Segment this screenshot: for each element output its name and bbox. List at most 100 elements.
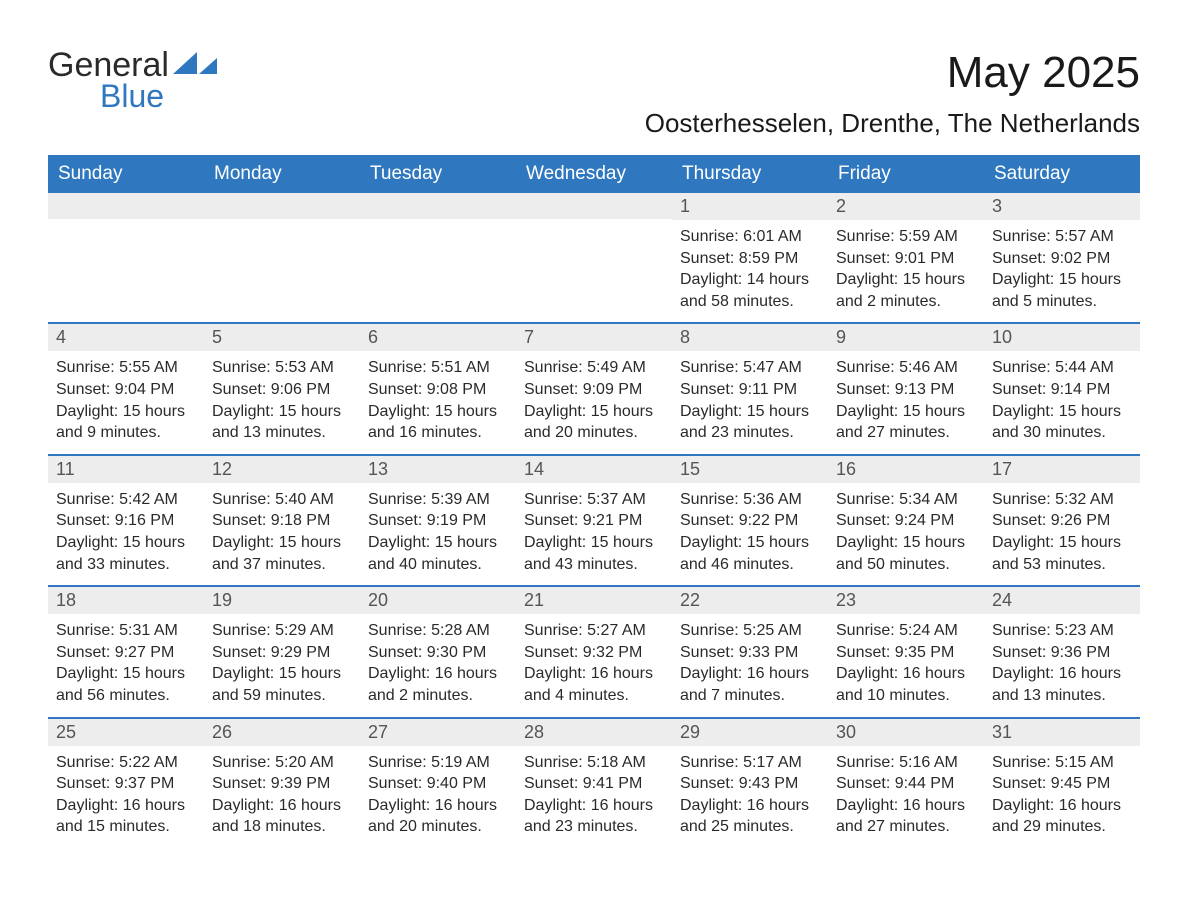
- title-block: May 2025 Oosterhesselen, Drenthe, The Ne…: [645, 48, 1140, 139]
- day-daylight1: Daylight: 16 hours: [368, 795, 508, 817]
- date-number: 2: [828, 193, 984, 220]
- calendar-week: 25Sunrise: 5:22 AMSunset: 9:37 PMDayligh…: [48, 717, 1140, 848]
- day-daylight2: and 40 minutes.: [368, 554, 508, 576]
- day-daylight1: Daylight: 15 hours: [680, 532, 820, 554]
- day-daylight1: Daylight: 15 hours: [836, 401, 976, 423]
- day-sunset: Sunset: 9:33 PM: [680, 642, 820, 664]
- calendar-day: 9Sunrise: 5:46 AMSunset: 9:13 PMDaylight…: [828, 324, 984, 453]
- day-sunset: Sunset: 9:44 PM: [836, 773, 976, 795]
- date-number: 24: [984, 587, 1140, 614]
- day-content: Sunrise: 5:57 AMSunset: 9:02 PMDaylight:…: [984, 226, 1140, 312]
- day-daylight2: and 27 minutes.: [836, 816, 976, 838]
- day-daylight1: Daylight: 15 hours: [212, 663, 352, 685]
- calendar-day: 8Sunrise: 5:47 AMSunset: 9:11 PMDaylight…: [672, 324, 828, 453]
- date-number: 17: [984, 456, 1140, 483]
- day-sunrise: Sunrise: 5:19 AM: [368, 752, 508, 774]
- day-daylight2: and 30 minutes.: [992, 422, 1132, 444]
- weekday-header: Friday: [828, 155, 984, 193]
- calendar-day: 16Sunrise: 5:34 AMSunset: 9:24 PMDayligh…: [828, 456, 984, 585]
- date-number: 13: [360, 456, 516, 483]
- calendar-day: 13Sunrise: 5:39 AMSunset: 9:19 PMDayligh…: [360, 456, 516, 585]
- day-daylight1: Daylight: 15 hours: [368, 532, 508, 554]
- day-content: Sunrise: 5:47 AMSunset: 9:11 PMDaylight:…: [672, 357, 828, 443]
- day-daylight1: Daylight: 16 hours: [56, 795, 196, 817]
- day-sunrise: Sunrise: 5:57 AM: [992, 226, 1132, 248]
- date-number: 31: [984, 719, 1140, 746]
- date-number: 5: [204, 324, 360, 351]
- day-sunset: Sunset: 9:14 PM: [992, 379, 1132, 401]
- day-content: Sunrise: 5:46 AMSunset: 9:13 PMDaylight:…: [828, 357, 984, 443]
- day-daylight1: Daylight: 15 hours: [836, 532, 976, 554]
- day-sunset: Sunset: 9:36 PM: [992, 642, 1132, 664]
- day-daylight2: and 13 minutes.: [992, 685, 1132, 707]
- calendar-day: 28Sunrise: 5:18 AMSunset: 9:41 PMDayligh…: [516, 719, 672, 848]
- day-content: Sunrise: 5:19 AMSunset: 9:40 PMDaylight:…: [360, 752, 516, 838]
- day-daylight1: Daylight: 15 hours: [992, 269, 1132, 291]
- day-content: Sunrise: 5:59 AMSunset: 9:01 PMDaylight:…: [828, 226, 984, 312]
- calendar-day: 30Sunrise: 5:16 AMSunset: 9:44 PMDayligh…: [828, 719, 984, 848]
- day-sunset: Sunset: 9:22 PM: [680, 510, 820, 532]
- day-daylight2: and 37 minutes.: [212, 554, 352, 576]
- calendar-day: 22Sunrise: 5:25 AMSunset: 9:33 PMDayligh…: [672, 587, 828, 716]
- date-number: 23: [828, 587, 984, 614]
- calendar-day: 5Sunrise: 5:53 AMSunset: 9:06 PMDaylight…: [204, 324, 360, 453]
- day-daylight1: Daylight: 15 hours: [992, 401, 1132, 423]
- date-number: [516, 193, 672, 219]
- logo-text-blue: Blue: [100, 78, 269, 115]
- calendar-day: 1Sunrise: 6:01 AMSunset: 8:59 PMDaylight…: [672, 193, 828, 322]
- day-sunrise: Sunrise: 5:32 AM: [992, 489, 1132, 511]
- day-sunrise: Sunrise: 5:29 AM: [212, 620, 352, 642]
- calendar-week: 1Sunrise: 6:01 AMSunset: 8:59 PMDaylight…: [48, 193, 1140, 322]
- weekday-header: Saturday: [984, 155, 1140, 193]
- day-daylight1: Daylight: 15 hours: [992, 532, 1132, 554]
- day-sunset: Sunset: 9:32 PM: [524, 642, 664, 664]
- day-daylight1: Daylight: 15 hours: [524, 401, 664, 423]
- day-daylight2: and 16 minutes.: [368, 422, 508, 444]
- logo-mark-icon: [173, 48, 217, 82]
- day-daylight1: Daylight: 14 hours: [680, 269, 820, 291]
- calendar-day: 19Sunrise: 5:29 AMSunset: 9:29 PMDayligh…: [204, 587, 360, 716]
- day-content: Sunrise: 5:28 AMSunset: 9:30 PMDaylight:…: [360, 620, 516, 706]
- day-daylight1: Daylight: 16 hours: [992, 663, 1132, 685]
- day-daylight1: Daylight: 16 hours: [212, 795, 352, 817]
- day-sunrise: Sunrise: 5:28 AM: [368, 620, 508, 642]
- day-sunrise: Sunrise: 5:44 AM: [992, 357, 1132, 379]
- day-daylight2: and 2 minutes.: [836, 291, 976, 313]
- day-content: Sunrise: 5:25 AMSunset: 9:33 PMDaylight:…: [672, 620, 828, 706]
- day-daylight2: and 2 minutes.: [368, 685, 508, 707]
- calendar-day: 24 Sunrise: 5:23 AMSunset: 9:36 PMDayligh…: [984, 587, 1140, 716]
- day-sunrise: Sunrise: 5:55 AM: [56, 357, 196, 379]
- date-number: 29: [672, 719, 828, 746]
- calendar-day: 3Sunrise: 5:57 AMSunset: 9:02 PMDaylight…: [984, 193, 1140, 322]
- day-sunset: Sunset: 9:18 PM: [212, 510, 352, 532]
- day-sunrise: Sunrise: 5:34 AM: [836, 489, 976, 511]
- day-sunrise: Sunrise: 5:22 AM: [56, 752, 196, 774]
- calendar-day: [48, 193, 204, 322]
- day-content: Sunrise: 5:40 AMSunset: 9:18 PMDaylight:…: [204, 489, 360, 575]
- day-sunrise: Sunrise: 5:36 AM: [680, 489, 820, 511]
- day-sunset: Sunset: 9:30 PM: [368, 642, 508, 664]
- day-sunrise: Sunrise: 5:23 AM: [992, 620, 1132, 642]
- day-content: Sunrise: 5:55 AMSunset: 9:04 PMDaylight:…: [48, 357, 204, 443]
- day-sunrise: Sunrise: 5:15 AM: [992, 752, 1132, 774]
- day-sunset: Sunset: 9:26 PM: [992, 510, 1132, 532]
- day-daylight2: and 20 minutes.: [524, 422, 664, 444]
- date-number: 26: [204, 719, 360, 746]
- date-number: 19: [204, 587, 360, 614]
- date-number: 15: [672, 456, 828, 483]
- day-daylight2: and 56 minutes.: [56, 685, 196, 707]
- date-number: 14: [516, 456, 672, 483]
- day-sunset: Sunset: 9:43 PM: [680, 773, 820, 795]
- calendar-week: 11Sunrise: 5:42 AMSunset: 9:16 PMDayligh…: [48, 454, 1140, 585]
- weekday-header: Thursday: [672, 155, 828, 193]
- day-daylight1: Daylight: 16 hours: [992, 795, 1132, 817]
- day-sunset: Sunset: 9:24 PM: [836, 510, 976, 532]
- weekday-header: Tuesday: [360, 155, 516, 193]
- day-content: Sunrise: 5:20 AMSunset: 9:39 PMDaylight:…: [204, 752, 360, 838]
- day-daylight2: and 46 minutes.: [680, 554, 820, 576]
- day-daylight2: and 10 minutes.: [836, 685, 976, 707]
- day-daylight2: and 4 minutes.: [524, 685, 664, 707]
- calendar-week: 18Sunrise: 5:31 AMSunset: 9:27 PMDayligh…: [48, 585, 1140, 716]
- calendar-day: 12Sunrise: 5:40 AMSunset: 9:18 PMDayligh…: [204, 456, 360, 585]
- date-number: 18: [48, 587, 204, 614]
